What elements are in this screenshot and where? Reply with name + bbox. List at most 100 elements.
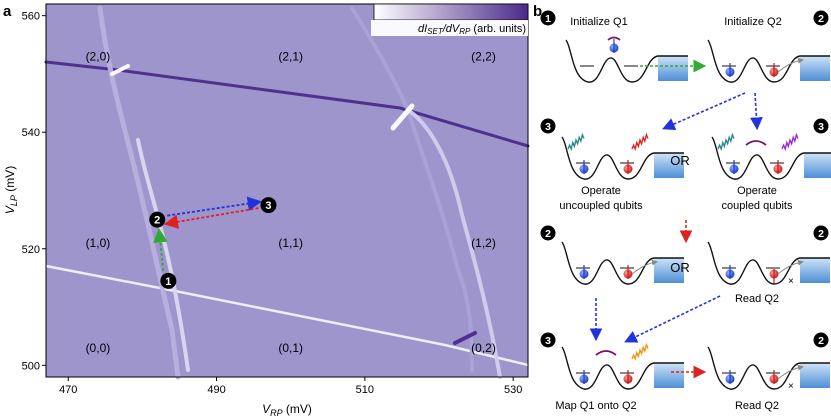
light-transition-line bbox=[44, 264, 530, 367]
step-badge-label: 2 bbox=[818, 13, 824, 25]
step-map-caption: Map Q1 onto Q2 bbox=[555, 400, 636, 412]
y-axis-ticks: 500 520 540 560 bbox=[22, 11, 46, 372]
interdot-line-left bbox=[97, 5, 181, 380]
y-tick-label: 500 bbox=[22, 360, 40, 372]
y-axis-label: VLP (mV) bbox=[3, 166, 19, 214]
operating-point-label: 1 bbox=[165, 276, 171, 288]
charge-state-label: (0,0) bbox=[86, 341, 111, 355]
double-dot-potential bbox=[561, 132, 684, 180]
plot-frame bbox=[45, 3, 529, 378]
panel-b-label: b bbox=[533, 3, 542, 20]
potential-profile bbox=[711, 136, 831, 180]
tunnel-arrow bbox=[631, 259, 658, 275]
dark-transition-line bbox=[44, 60, 530, 148]
step-badge bbox=[540, 332, 556, 348]
triple-point-lower bbox=[453, 331, 477, 345]
x-tick-label: 470 bbox=[59, 384, 77, 396]
reservoir bbox=[800, 258, 830, 283]
operating-point-marker bbox=[160, 272, 177, 289]
or-label-2: OR bbox=[670, 260, 690, 275]
interdot-line-right-bright bbox=[406, 108, 502, 379]
flow-arrow-2 bbox=[662, 92, 746, 131]
potential-profile bbox=[707, 241, 830, 285]
step-badge-label: 3 bbox=[545, 121, 551, 133]
step-3b-caption-2: coupled qubits bbox=[722, 200, 793, 212]
step-read-q2-caption: Read Q2 bbox=[735, 293, 779, 305]
exchange-coupling bbox=[745, 140, 767, 146]
operating-point-label: 2 bbox=[154, 215, 160, 227]
colorbar: dISET/dVRP (arb. units) bbox=[371, 3, 529, 36]
reservoir bbox=[804, 153, 831, 178]
potential-profile bbox=[561, 136, 684, 180]
panel-a-label: a bbox=[3, 3, 12, 20]
operating-arrows bbox=[153, 196, 263, 271]
charge-stability-map: (2,0) (2,1) (2,2) (1,0) (1,1) (1,2) (0,0) (0,1)… bbox=[22, 3, 530, 396]
flow-arrow-6 bbox=[624, 295, 721, 343]
charge-state-label: (2,1) bbox=[278, 49, 303, 63]
x-tick-label: 510 bbox=[356, 384, 374, 396]
charge-state-label: (2,0) bbox=[86, 49, 111, 63]
red-arrow-3-to-2 bbox=[163, 207, 259, 229]
transition-lines bbox=[44, 5, 530, 380]
charge-state-label: (2,2) bbox=[471, 49, 496, 63]
step-badge-label: 2 bbox=[818, 228, 824, 240]
x-tick-label: 490 bbox=[207, 384, 225, 396]
exchange-arc bbox=[607, 36, 621, 41]
exchange-coupling bbox=[595, 350, 617, 356]
double-dot-potential: × bbox=[707, 346, 830, 392]
y-tick-label: 560 bbox=[22, 11, 40, 23]
double-dot-potential: × bbox=[707, 241, 830, 287]
x-tick-label: 530 bbox=[504, 384, 522, 396]
double-dot-potential bbox=[561, 241, 684, 285]
green-arrow-1-to-2 bbox=[153, 228, 168, 271]
charge-state-label: (0,2) bbox=[471, 341, 496, 355]
charge-state-label: (1,0) bbox=[86, 236, 111, 250]
step-2-title: Initialize Q2 bbox=[724, 16, 781, 28]
step-3a-caption-1: Operate bbox=[581, 185, 621, 197]
flow-arrow-3 bbox=[750, 92, 763, 131]
potential-profile bbox=[561, 241, 684, 285]
step-badge-label: 3 bbox=[545, 335, 551, 347]
blocked-mark: × bbox=[788, 381, 794, 392]
interdot-line-right bbox=[350, 6, 474, 372]
microwave-drive bbox=[631, 132, 649, 152]
charge-state-label: (1,2) bbox=[471, 236, 496, 250]
step-3a-caption-2: uncoupled qubits bbox=[559, 200, 643, 212]
double-dot-potential bbox=[711, 132, 831, 180]
step-badge bbox=[540, 225, 556, 241]
microwave-drive bbox=[781, 132, 799, 152]
reservoir bbox=[654, 258, 684, 283]
step-3b-caption-1: Operate bbox=[737, 185, 777, 197]
or-label-1: OR bbox=[670, 153, 690, 168]
step-badge bbox=[813, 118, 829, 134]
step-badge bbox=[540, 10, 556, 26]
blue-arrow-2-to-3 bbox=[167, 196, 263, 217]
step-badge-label: 2 bbox=[545, 228, 551, 240]
potential-profile bbox=[561, 346, 684, 390]
step-badge bbox=[813, 225, 829, 241]
reservoir bbox=[800, 56, 830, 81]
step-badge bbox=[813, 10, 829, 26]
step-badge-label: 1 bbox=[545, 13, 551, 25]
triple-point-upper bbox=[390, 103, 415, 131]
double-dot-potential bbox=[561, 342, 684, 390]
x-axis-ticks: 470 490 510 530 bbox=[59, 377, 522, 396]
microwave-drive bbox=[567, 132, 585, 152]
step-badge bbox=[813, 332, 829, 348]
operating-point-label: 3 bbox=[265, 200, 271, 212]
colorbar-label: dISET/dVRP (arb. units) bbox=[418, 23, 526, 36]
blocked-mark: × bbox=[788, 276, 794, 287]
charge-state-label: (1,1) bbox=[278, 236, 303, 250]
triple-point-top-left bbox=[110, 64, 130, 76]
reservoir bbox=[658, 56, 688, 81]
tunnel-arrow bbox=[777, 259, 804, 275]
step-1-title: Initialize Q1 bbox=[570, 16, 627, 28]
reservoir bbox=[654, 153, 684, 178]
protocol-diagram: 1 2 3 3 2 × 2 3 × 2 bbox=[540, 10, 831, 392]
double-dot-potential bbox=[565, 36, 688, 83]
x-axis-label: VRP (mV) bbox=[262, 402, 312, 417]
tunnel-arrow bbox=[777, 364, 804, 380]
y-tick-label: 540 bbox=[22, 127, 40, 139]
reservoir bbox=[800, 363, 830, 388]
step-badge-label: 3 bbox=[818, 121, 824, 133]
